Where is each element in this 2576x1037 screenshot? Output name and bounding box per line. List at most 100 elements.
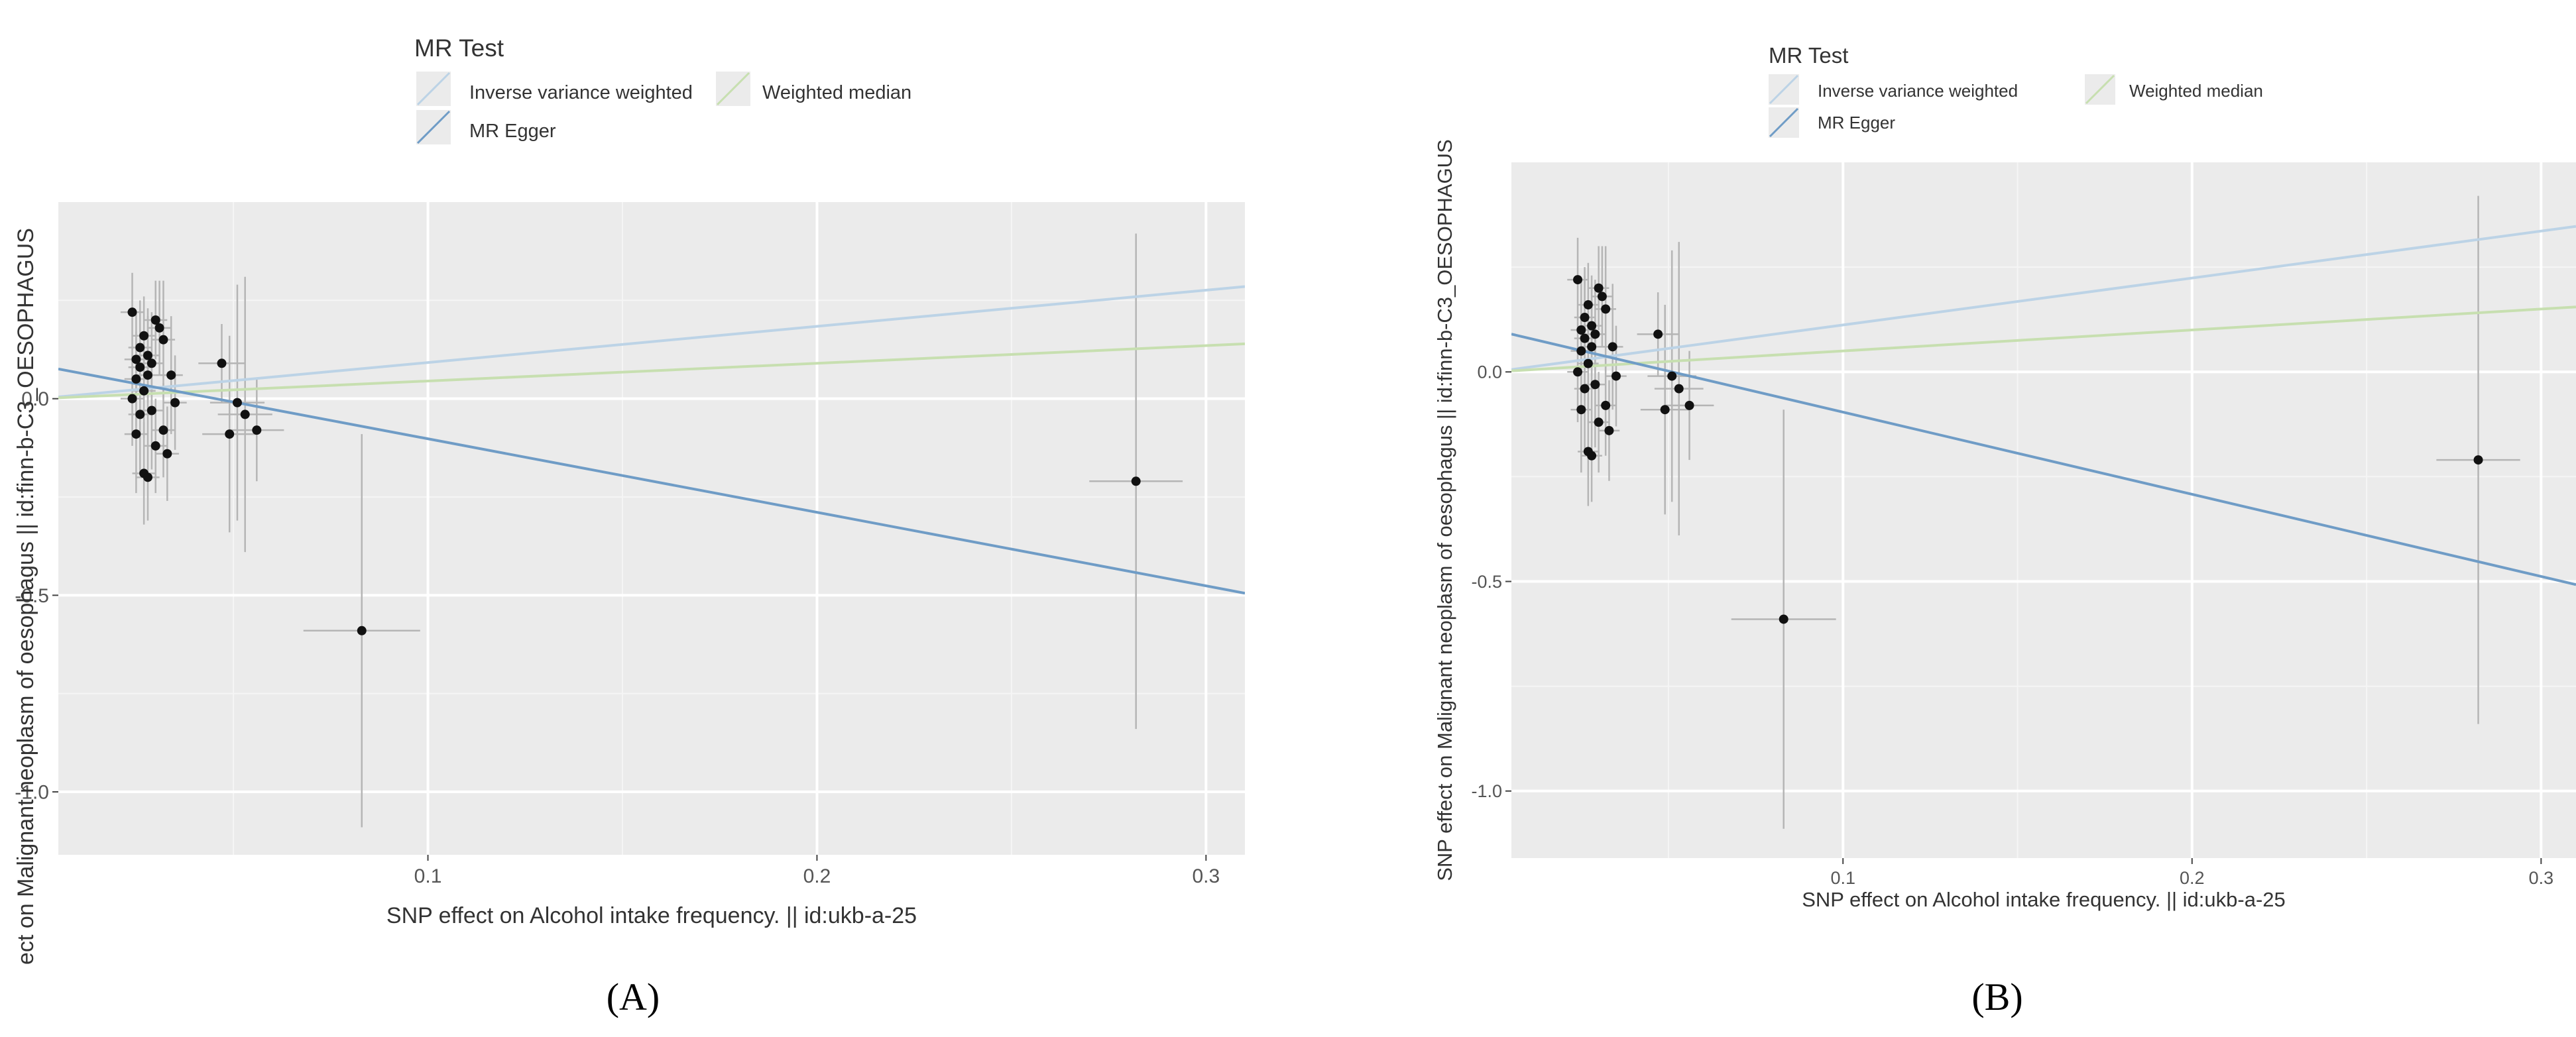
data-point: [1587, 342, 1597, 352]
legend-key-ivw: [1769, 74, 1799, 105]
regression-line-weighted-median: [58, 342, 1245, 400]
data-point: [170, 398, 180, 408]
data-layer: [1511, 195, 2576, 829]
legend-key-ivw: [416, 72, 451, 106]
data-point: [1653, 329, 1663, 339]
data-point: [139, 386, 149, 396]
data-point: [143, 472, 152, 482]
panel-label-b: (B): [1971, 975, 2022, 1018]
data-point: [1597, 292, 1607, 301]
data-point: [131, 429, 141, 439]
data-point: [131, 355, 141, 364]
legend-b: MR Test Inverse variance weighted Weight…: [1769, 43, 2263, 138]
data-point: [1573, 367, 1583, 377]
data-point: [1573, 275, 1583, 285]
data-point: [1667, 371, 1677, 381]
data-point: [1590, 329, 1600, 339]
legend-title: MR Test: [414, 34, 504, 62]
data-point: [1684, 400, 1694, 410]
data-point: [225, 429, 235, 439]
data-point: [1674, 384, 1684, 394]
legend-key-egger: [416, 110, 451, 144]
data-point: [2473, 455, 2483, 465]
y-tick-label: 0.0: [1477, 362, 1502, 382]
data-point: [146, 358, 156, 368]
data-point: [1601, 304, 1611, 314]
x-tick-label: 0.2: [2180, 868, 2205, 888]
data-point: [143, 351, 152, 360]
data-point: [143, 370, 152, 380]
regression-line-mr-egger: [58, 367, 1245, 595]
plot-panel: [58, 202, 1245, 855]
data-point: [166, 370, 176, 380]
legend-title: MR Test: [1769, 43, 1848, 68]
data-point: [1611, 371, 1621, 381]
panel-b: MR Test Inverse variance weighted Weight…: [1433, 43, 2576, 911]
data-point: [1583, 358, 1593, 368]
legend-label-egger: MR Egger: [469, 121, 556, 142]
data-point: [146, 406, 156, 415]
data-point: [1580, 313, 1590, 323]
data-layer: [58, 233, 1245, 828]
data-point: [1594, 417, 1604, 427]
y-tick-label: 0.0: [21, 388, 49, 410]
data-point: [158, 425, 168, 435]
x-tick-label: 0.3: [1192, 865, 1220, 887]
y-axis-label: ect on Malignant neoplasm of oesophagus …: [13, 228, 38, 965]
data-point: [150, 441, 160, 451]
data-point: [1576, 405, 1586, 415]
x-axis-label: SNP effect on Alcohol intake frequency. …: [386, 903, 917, 928]
data-point: [1608, 342, 1617, 352]
data-point: [252, 425, 262, 435]
x-tick-label: 0.2: [803, 865, 831, 887]
data-point: [1594, 283, 1604, 293]
panel-a: MR Test Inverse variance weighted Weight…: [13, 34, 1245, 965]
data-point: [1660, 405, 1670, 415]
data-point: [139, 331, 149, 341]
y-axis-label: SNP effect on Malignant neoplasm of oeso…: [1433, 139, 1456, 881]
data-point: [1576, 325, 1586, 335]
panel-label-a: (A): [607, 975, 660, 1018]
data-point: [131, 374, 141, 384]
data-point: [1131, 476, 1141, 486]
data-point: [1590, 380, 1600, 390]
data-point: [357, 626, 367, 635]
legend-label-egger: MR Egger: [1818, 113, 1895, 133]
x-axis-label: SNP effect on Alcohol intake frequency. …: [1802, 888, 2286, 911]
data-point: [154, 323, 164, 333]
data-point: [135, 343, 145, 353]
data-point: [1604, 425, 1614, 435]
data-point: [1583, 300, 1593, 310]
regression-line-mr-egger: [1511, 333, 2576, 586]
legend-label-wm: Weighted median: [762, 82, 911, 103]
legend-key-wm: [716, 72, 750, 106]
data-point: [217, 358, 227, 368]
data-point: [1576, 346, 1586, 356]
legend-key-egger: [1769, 107, 1799, 138]
data-point: [1580, 333, 1590, 343]
data-point: [240, 409, 250, 419]
y-tick-label: -1.0: [1471, 781, 1502, 801]
data-point: [135, 362, 145, 372]
regression-line-weighted-median: [1511, 305, 2576, 372]
data-point: [127, 394, 137, 404]
data-point: [135, 409, 145, 419]
x-tick-label: 0.3: [2529, 868, 2554, 888]
regression-line-inverse-variance-weighted: [58, 285, 1245, 398]
x-tick-label: 0.1: [414, 865, 442, 887]
data-point: [1580, 384, 1590, 394]
y-tick-label: -1.0: [15, 782, 49, 804]
data-point: [1587, 451, 1597, 461]
data-point: [1779, 614, 1788, 624]
legend-a: MR Test Inverse variance weighted Weight…: [414, 34, 911, 144]
legend-key-wm: [2085, 74, 2115, 105]
y-tick-label: -0.5: [15, 585, 49, 607]
data-point: [1601, 400, 1611, 410]
data-point: [158, 335, 168, 345]
regression-line-inverse-variance-weighted: [1511, 225, 2576, 371]
legend-label-wm: Weighted median: [2129, 81, 2263, 101]
plot-panel: [1511, 162, 2576, 858]
data-point: [162, 449, 172, 459]
data-point: [232, 398, 242, 408]
